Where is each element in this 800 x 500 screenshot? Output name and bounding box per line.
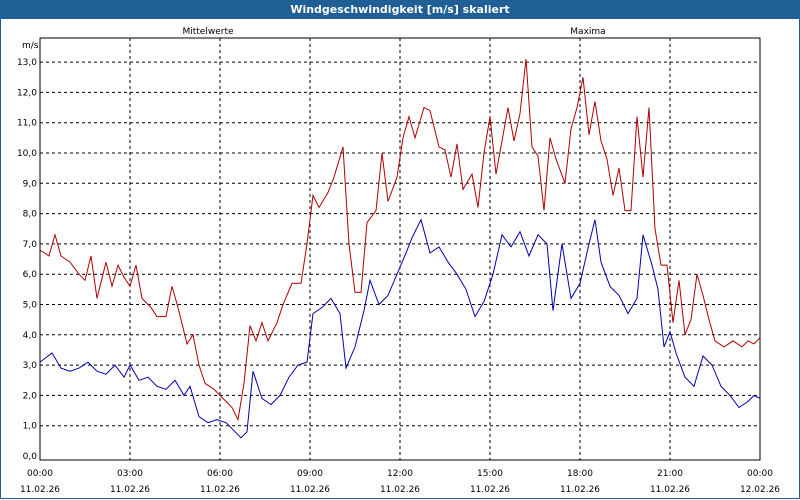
y-tick-label: 1,0 bbox=[23, 422, 38, 432]
x-tick-date: 11.02.26 bbox=[470, 485, 510, 495]
y-axis-label: m/s bbox=[22, 41, 39, 51]
y-tick-label: 5,0 bbox=[23, 301, 38, 311]
x-tick-date: 12.02.26 bbox=[740, 485, 780, 495]
x-tick-date: 11.02.26 bbox=[110, 485, 150, 495]
x-tick-date: 11.02.26 bbox=[290, 485, 330, 495]
x-tick-time: 06:00 bbox=[207, 469, 233, 479]
legend-maxima: Maxima bbox=[570, 27, 605, 37]
y-tick-label: 9,0 bbox=[23, 179, 38, 189]
series-lines bbox=[39, 59, 761, 439]
y-tick-label: 3,0 bbox=[23, 361, 38, 371]
chart-title: Windgeschwindigkeit [m/s] skaliert bbox=[0, 0, 800, 19]
y-tick-label: 0,0 bbox=[23, 452, 38, 462]
y-tick-label: 6,0 bbox=[23, 270, 38, 280]
y-tick-label: 4,0 bbox=[23, 331, 38, 341]
grid-lines bbox=[40, 38, 760, 460]
x-tick-time: 18:00 bbox=[567, 469, 593, 479]
x-tick-time: 03:00 bbox=[117, 469, 143, 479]
x-tick-time: 09:00 bbox=[297, 469, 323, 479]
x-tick-date: 11.02.26 bbox=[560, 485, 600, 495]
legend-mittelwerte: Mittelwerte bbox=[182, 27, 233, 37]
x-tick-date: 11.02.26 bbox=[380, 485, 420, 495]
x-tick-time: 21:00 bbox=[657, 469, 683, 479]
y-tick-label: 8,0 bbox=[23, 210, 38, 220]
y-tick-label: 10,0 bbox=[17, 149, 37, 159]
y-tick-label: 7,0 bbox=[23, 240, 38, 250]
series-line-maxima bbox=[39, 59, 761, 422]
x-tick-date: 11.02.26 bbox=[20, 485, 60, 495]
x-tick-time: 15:00 bbox=[477, 469, 503, 479]
x-tick-date: 11.02.26 bbox=[200, 485, 240, 495]
y-tick-label: 11,0 bbox=[17, 119, 37, 129]
x-tick-time: 00:00 bbox=[27, 469, 53, 479]
y-axis: 0,0 1,0 2,0 3,0 4,0 5,0 6,0 7,0 8,0 9,0 10,0 11,0 12… bbox=[17, 58, 37, 462]
x-tick-date: 11.02.26 bbox=[650, 485, 690, 495]
x-tick-time: 12:00 bbox=[387, 469, 413, 479]
x-axis: 00:00 11.02.26 03:00 11.02.26 06:00 11.02.26 0… bbox=[20, 469, 780, 495]
x-tick-time: 00:00 bbox=[747, 469, 773, 479]
series-line-mittelwerte bbox=[39, 218, 761, 439]
y-tick-label: 12,0 bbox=[17, 88, 37, 98]
y-tick-label: 13,0 bbox=[17, 58, 37, 68]
y-tick-label: 2,0 bbox=[23, 391, 38, 401]
